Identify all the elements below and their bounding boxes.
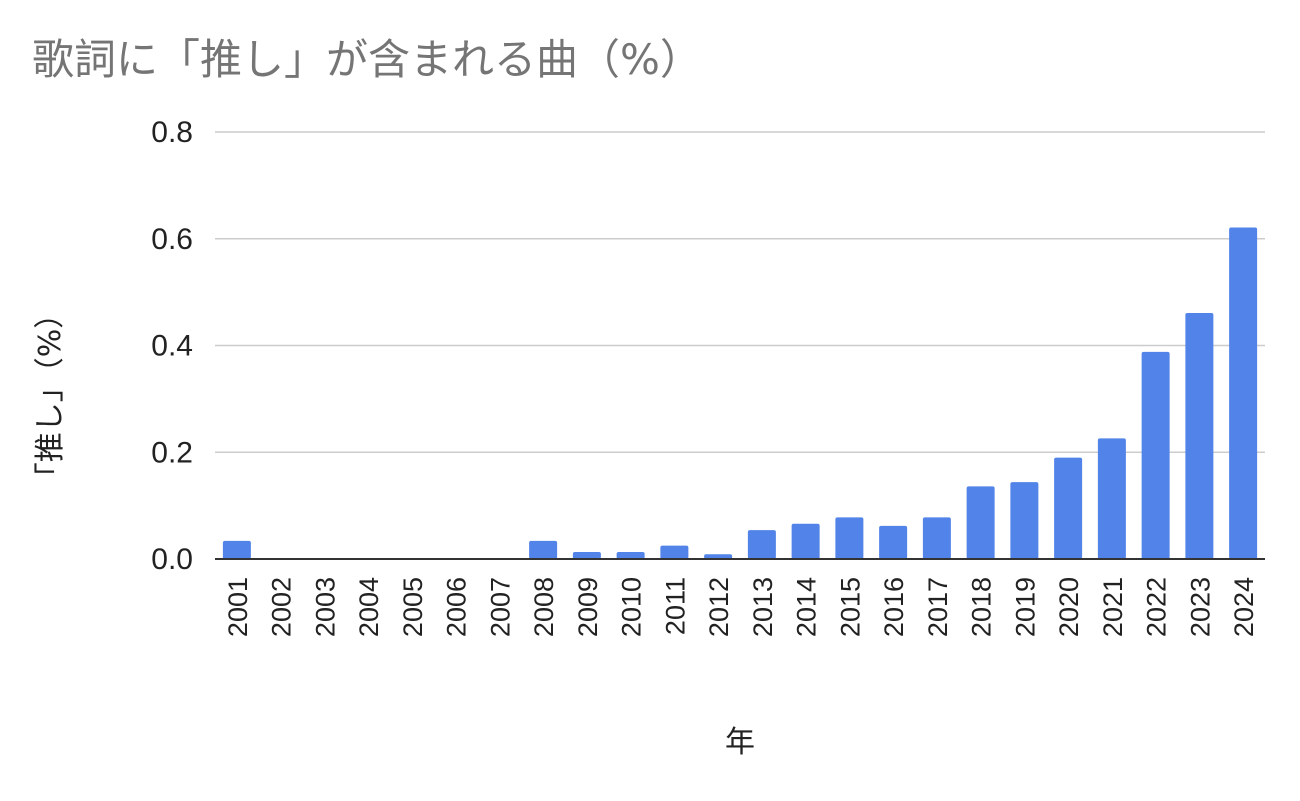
bar-2013 bbox=[747, 530, 776, 559]
x-axis-title: 年 bbox=[725, 725, 755, 760]
x-tick-label-2009: 2009 bbox=[573, 577, 603, 637]
x-tick-label-2006: 2006 bbox=[442, 577, 472, 637]
x-tick-label-2010: 2010 bbox=[617, 577, 647, 637]
bar-2021 bbox=[1097, 438, 1126, 559]
y-tick-label: 0.4 bbox=[151, 330, 193, 363]
gridlines bbox=[215, 131, 1265, 453]
y-tick-label: 0.0 bbox=[151, 543, 193, 576]
x-tick-label-2020: 2020 bbox=[1054, 577, 1084, 637]
x-tick-label-2018: 2018 bbox=[967, 577, 997, 637]
x-tick-label-2007: 2007 bbox=[485, 577, 515, 637]
bar-2010 bbox=[616, 552, 645, 559]
y-tick-label: 0.8 bbox=[151, 116, 193, 149]
bar-2024 bbox=[1229, 227, 1258, 559]
x-tick-label-2001: 2001 bbox=[223, 577, 253, 637]
bars bbox=[222, 227, 1258, 559]
bar-2008 bbox=[529, 540, 558, 559]
y-tick-label: 0.6 bbox=[151, 223, 193, 256]
x-tick-label-2015: 2015 bbox=[835, 577, 865, 637]
x-tick-label-2024: 2024 bbox=[1229, 577, 1259, 637]
bar-2022 bbox=[1141, 351, 1170, 559]
bar-2012 bbox=[704, 554, 733, 559]
x-tick-label-2021: 2021 bbox=[1098, 577, 1128, 637]
bar-2018 bbox=[966, 486, 995, 559]
x-tick-label-2023: 2023 bbox=[1185, 577, 1215, 637]
bar-2014 bbox=[791, 523, 820, 559]
x-tick-label-2016: 2016 bbox=[879, 577, 909, 637]
bar-2015 bbox=[835, 517, 864, 559]
x-tick-label-2002: 2002 bbox=[267, 577, 297, 637]
x-tick-label-2005: 2005 bbox=[398, 577, 428, 637]
x-tick-label-2019: 2019 bbox=[1010, 577, 1040, 637]
bar-2016 bbox=[879, 525, 908, 559]
bar-2020 bbox=[1054, 457, 1083, 559]
y-tick-labels: 0.0 0.2 0.4 0.6 0.8 bbox=[151, 116, 193, 576]
y-tick-label: 0.2 bbox=[151, 436, 193, 469]
bar-2017 bbox=[922, 517, 951, 559]
chart-title: 歌詞に「推し」が含まれる曲（%） bbox=[32, 35, 702, 84]
bar-2023 bbox=[1185, 312, 1214, 559]
x-tick-label-2022: 2022 bbox=[1142, 577, 1172, 637]
bar-2001 bbox=[222, 540, 251, 559]
x-tick-label-2013: 2013 bbox=[748, 577, 778, 637]
bar-2009 bbox=[572, 552, 601, 559]
x-tick-label-2017: 2017 bbox=[923, 577, 953, 637]
x-tick-label-2004: 2004 bbox=[354, 577, 384, 637]
bar-2019 bbox=[1010, 482, 1039, 559]
x-tick-labels: 2001 2002 2003 2004 2005 2006 2007 2008 2009 2010… bbox=[223, 577, 1259, 637]
x-tick-label-2014: 2014 bbox=[792, 577, 822, 637]
x-tick-label-2003: 2003 bbox=[310, 577, 340, 637]
x-tick-label-2011: 2011 bbox=[660, 577, 690, 635]
bar-2011 bbox=[660, 545, 689, 559]
y-axis-title: 「推し」（%） bbox=[33, 299, 68, 493]
x-tick-label-2012: 2012 bbox=[704, 577, 734, 637]
x-tick-label-2008: 2008 bbox=[529, 577, 559, 637]
